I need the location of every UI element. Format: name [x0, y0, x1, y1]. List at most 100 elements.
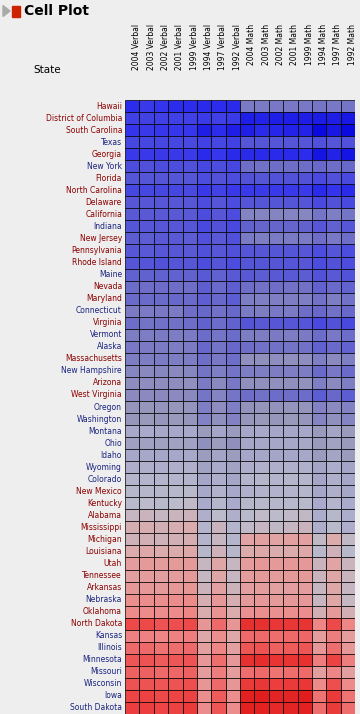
Bar: [154, 413, 168, 425]
Bar: [255, 208, 269, 221]
Bar: [297, 545, 312, 558]
Bar: [283, 449, 297, 461]
Text: 2003 Verbal: 2003 Verbal: [147, 24, 156, 70]
Bar: [125, 533, 139, 545]
Bar: [226, 353, 240, 365]
Bar: [125, 666, 139, 678]
Bar: [226, 449, 240, 461]
Bar: [341, 449, 355, 461]
Bar: [154, 317, 168, 328]
Bar: [226, 618, 240, 630]
Bar: [154, 582, 168, 593]
Bar: [297, 570, 312, 582]
Bar: [283, 244, 297, 256]
Bar: [168, 196, 183, 208]
Bar: [125, 233, 139, 244]
Bar: [255, 221, 269, 233]
Bar: [240, 244, 255, 256]
Bar: [183, 630, 197, 642]
Bar: [154, 305, 168, 317]
Polygon shape: [12, 6, 20, 16]
Bar: [197, 521, 211, 533]
Bar: [139, 196, 154, 208]
Bar: [183, 461, 197, 473]
Bar: [168, 100, 183, 112]
Bar: [183, 305, 197, 317]
Bar: [183, 545, 197, 558]
Bar: [341, 413, 355, 425]
Bar: [154, 437, 168, 449]
Text: Tennessee: Tennessee: [82, 571, 122, 580]
Bar: [312, 124, 326, 136]
Bar: [125, 389, 139, 401]
Bar: [269, 233, 283, 244]
Bar: [211, 473, 226, 486]
Bar: [211, 184, 226, 196]
Bar: [240, 702, 255, 714]
Bar: [168, 328, 183, 341]
Bar: [283, 461, 297, 473]
Bar: [154, 341, 168, 353]
Bar: [125, 678, 139, 690]
Bar: [154, 208, 168, 221]
Bar: [226, 642, 240, 654]
Bar: [341, 605, 355, 618]
Bar: [341, 136, 355, 149]
Bar: [125, 244, 139, 256]
Bar: [197, 377, 211, 389]
Bar: [255, 365, 269, 377]
Bar: [168, 449, 183, 461]
Bar: [211, 401, 226, 413]
Text: 1997 Math: 1997 Math: [333, 24, 342, 65]
Bar: [197, 666, 211, 678]
Text: 1997 Verbal: 1997 Verbal: [219, 24, 228, 70]
Bar: [255, 497, 269, 509]
Bar: [255, 112, 269, 124]
Bar: [341, 509, 355, 521]
Bar: [139, 112, 154, 124]
Bar: [312, 509, 326, 521]
Bar: [125, 160, 139, 172]
Bar: [341, 461, 355, 473]
Bar: [125, 305, 139, 317]
Bar: [211, 268, 226, 281]
Bar: [125, 605, 139, 618]
Bar: [197, 593, 211, 605]
Bar: [341, 425, 355, 437]
Bar: [269, 521, 283, 533]
Bar: [211, 112, 226, 124]
Bar: [226, 702, 240, 714]
Bar: [240, 630, 255, 642]
Bar: [326, 449, 341, 461]
Bar: [269, 678, 283, 690]
Bar: [154, 100, 168, 112]
Bar: [312, 690, 326, 702]
Bar: [168, 582, 183, 593]
Bar: [168, 630, 183, 642]
Text: Wisconsin: Wisconsin: [84, 680, 122, 688]
Bar: [341, 521, 355, 533]
Bar: [197, 437, 211, 449]
Bar: [139, 593, 154, 605]
Bar: [283, 317, 297, 328]
Bar: [183, 160, 197, 172]
Bar: [283, 486, 297, 497]
Bar: [283, 654, 297, 666]
Bar: [240, 124, 255, 136]
Bar: [183, 642, 197, 654]
Bar: [168, 473, 183, 486]
Bar: [183, 353, 197, 365]
Bar: [154, 293, 168, 305]
Bar: [255, 690, 269, 702]
Bar: [183, 702, 197, 714]
Bar: [269, 690, 283, 702]
Bar: [197, 558, 211, 570]
Bar: [255, 353, 269, 365]
Bar: [341, 353, 355, 365]
Bar: [226, 521, 240, 533]
Bar: [341, 401, 355, 413]
Bar: [297, 558, 312, 570]
Bar: [226, 112, 240, 124]
Bar: [269, 160, 283, 172]
Bar: [269, 124, 283, 136]
